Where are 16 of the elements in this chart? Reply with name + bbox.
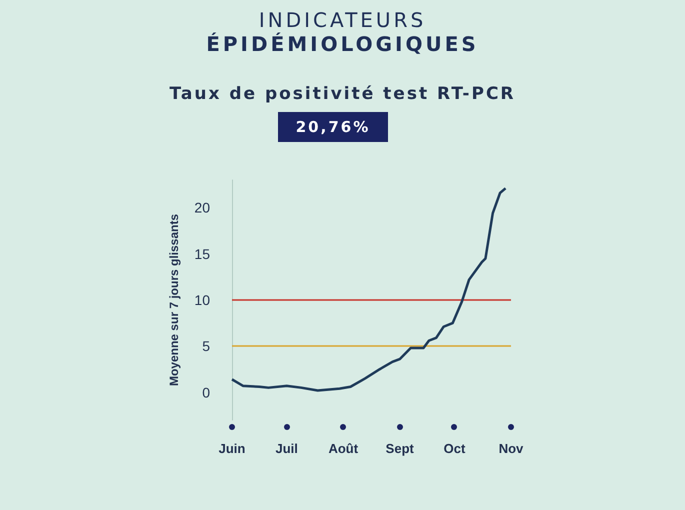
y-axis-title: Moyenne sur 7 jours glissants (167, 214, 181, 386)
chart-subtitle: Taux de positivité test RT-PCR (168, 84, 517, 104)
text: 20,76% (278, 112, 388, 142)
line-series (230, 187, 507, 392)
x-tick-label: Juin (218, 441, 246, 456)
y-tick-label: 15 (194, 246, 210, 262)
y-tick-label: 5 (202, 338, 210, 354)
x-tick-label: Sept (386, 441, 415, 456)
x-tick-label: Nov (498, 441, 524, 456)
y-tick-label: 0 (202, 384, 210, 400)
x-tick-label: Oct (444, 441, 466, 456)
y-tick-label: 10 (194, 292, 210, 308)
chart-title: INDICATEURS ÉPIDÉMIOLOGIQUES (205, 8, 480, 56)
x-tick-label: Juil (276, 441, 298, 456)
y-tick-label: 20 (194, 200, 210, 216)
x-tick-label: Août (328, 441, 359, 456)
